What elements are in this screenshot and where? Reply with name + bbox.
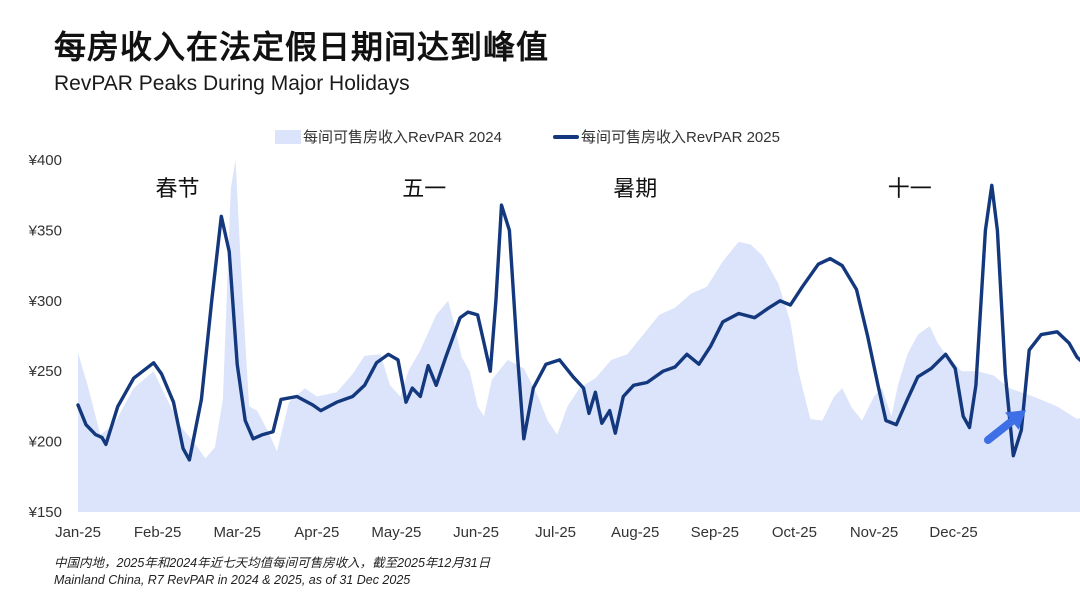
series-2025-line	[76, 183, 1080, 462]
holiday-label: 春节	[155, 177, 199, 202]
legend-swatch-2024	[275, 129, 301, 144]
legend-label-2025: 每间可售房收入RevPAR 2025	[581, 129, 780, 146]
x-tick-label: Jul-25	[535, 524, 576, 541]
y-tick-label: ¥300	[28, 293, 62, 310]
page-subtitle: RevPAR Peaks During Major Holidays	[54, 72, 410, 95]
page-title: 每房收入在法定假日期间达到峰值	[54, 28, 550, 66]
x-tick-label: Mar-25	[213, 524, 261, 541]
legend-label-2024: 每间可售房收入RevPAR 2024	[303, 129, 502, 146]
x-tick-label: May-25	[371, 524, 421, 541]
x-tick-label: Sep-25	[691, 524, 739, 541]
x-tick-label: Nov-25	[850, 524, 898, 541]
holiday-label: 暑期	[613, 177, 657, 202]
y-tick-label: ¥250	[28, 363, 62, 380]
legend-item-2025: 每间可售房收入RevPAR 2025	[553, 126, 780, 147]
x-tick-label: Oct-25	[772, 524, 817, 541]
y-tick-label: ¥400	[28, 152, 62, 169]
x-tick-label: Aug-25	[611, 524, 659, 541]
footnote: 中国内地，2025年和2024年近七天均值每间可售房收入，截至2025年12月3…	[54, 555, 490, 589]
arrow-up-right-icon	[984, 410, 1026, 444]
footnote-english: Mainland China, R7 RevPAR in 2024 & 2025…	[54, 573, 411, 587]
x-tick-label: Apr-25	[294, 524, 339, 541]
x-tick-label: Feb-25	[134, 524, 182, 541]
legend-item-2024: 每间可售房收入RevPAR 2024	[275, 126, 502, 147]
legend-swatch-2025	[553, 134, 579, 139]
x-tick-label: Dec-25	[929, 524, 977, 541]
y-tick-label: ¥150	[28, 504, 62, 521]
chart-legend: 每间可售房收入RevPAR 2024 每间可售房收入RevPAR 2025	[0, 126, 1080, 148]
holiday-label: 五一	[402, 177, 446, 202]
holiday-label: 十一	[888, 177, 932, 202]
y-tick-label: ¥350	[28, 222, 62, 239]
y-tick-label: ¥200	[28, 434, 62, 451]
footnote-chinese: 中国内地，2025年和2024年近七天均值每间可售房收入，截至2025年12月3…	[54, 556, 491, 570]
x-tick-label: Jun-25	[453, 524, 499, 541]
series-2024-area	[78, 160, 1080, 512]
x-tick-label: Jan-25	[55, 524, 101, 541]
